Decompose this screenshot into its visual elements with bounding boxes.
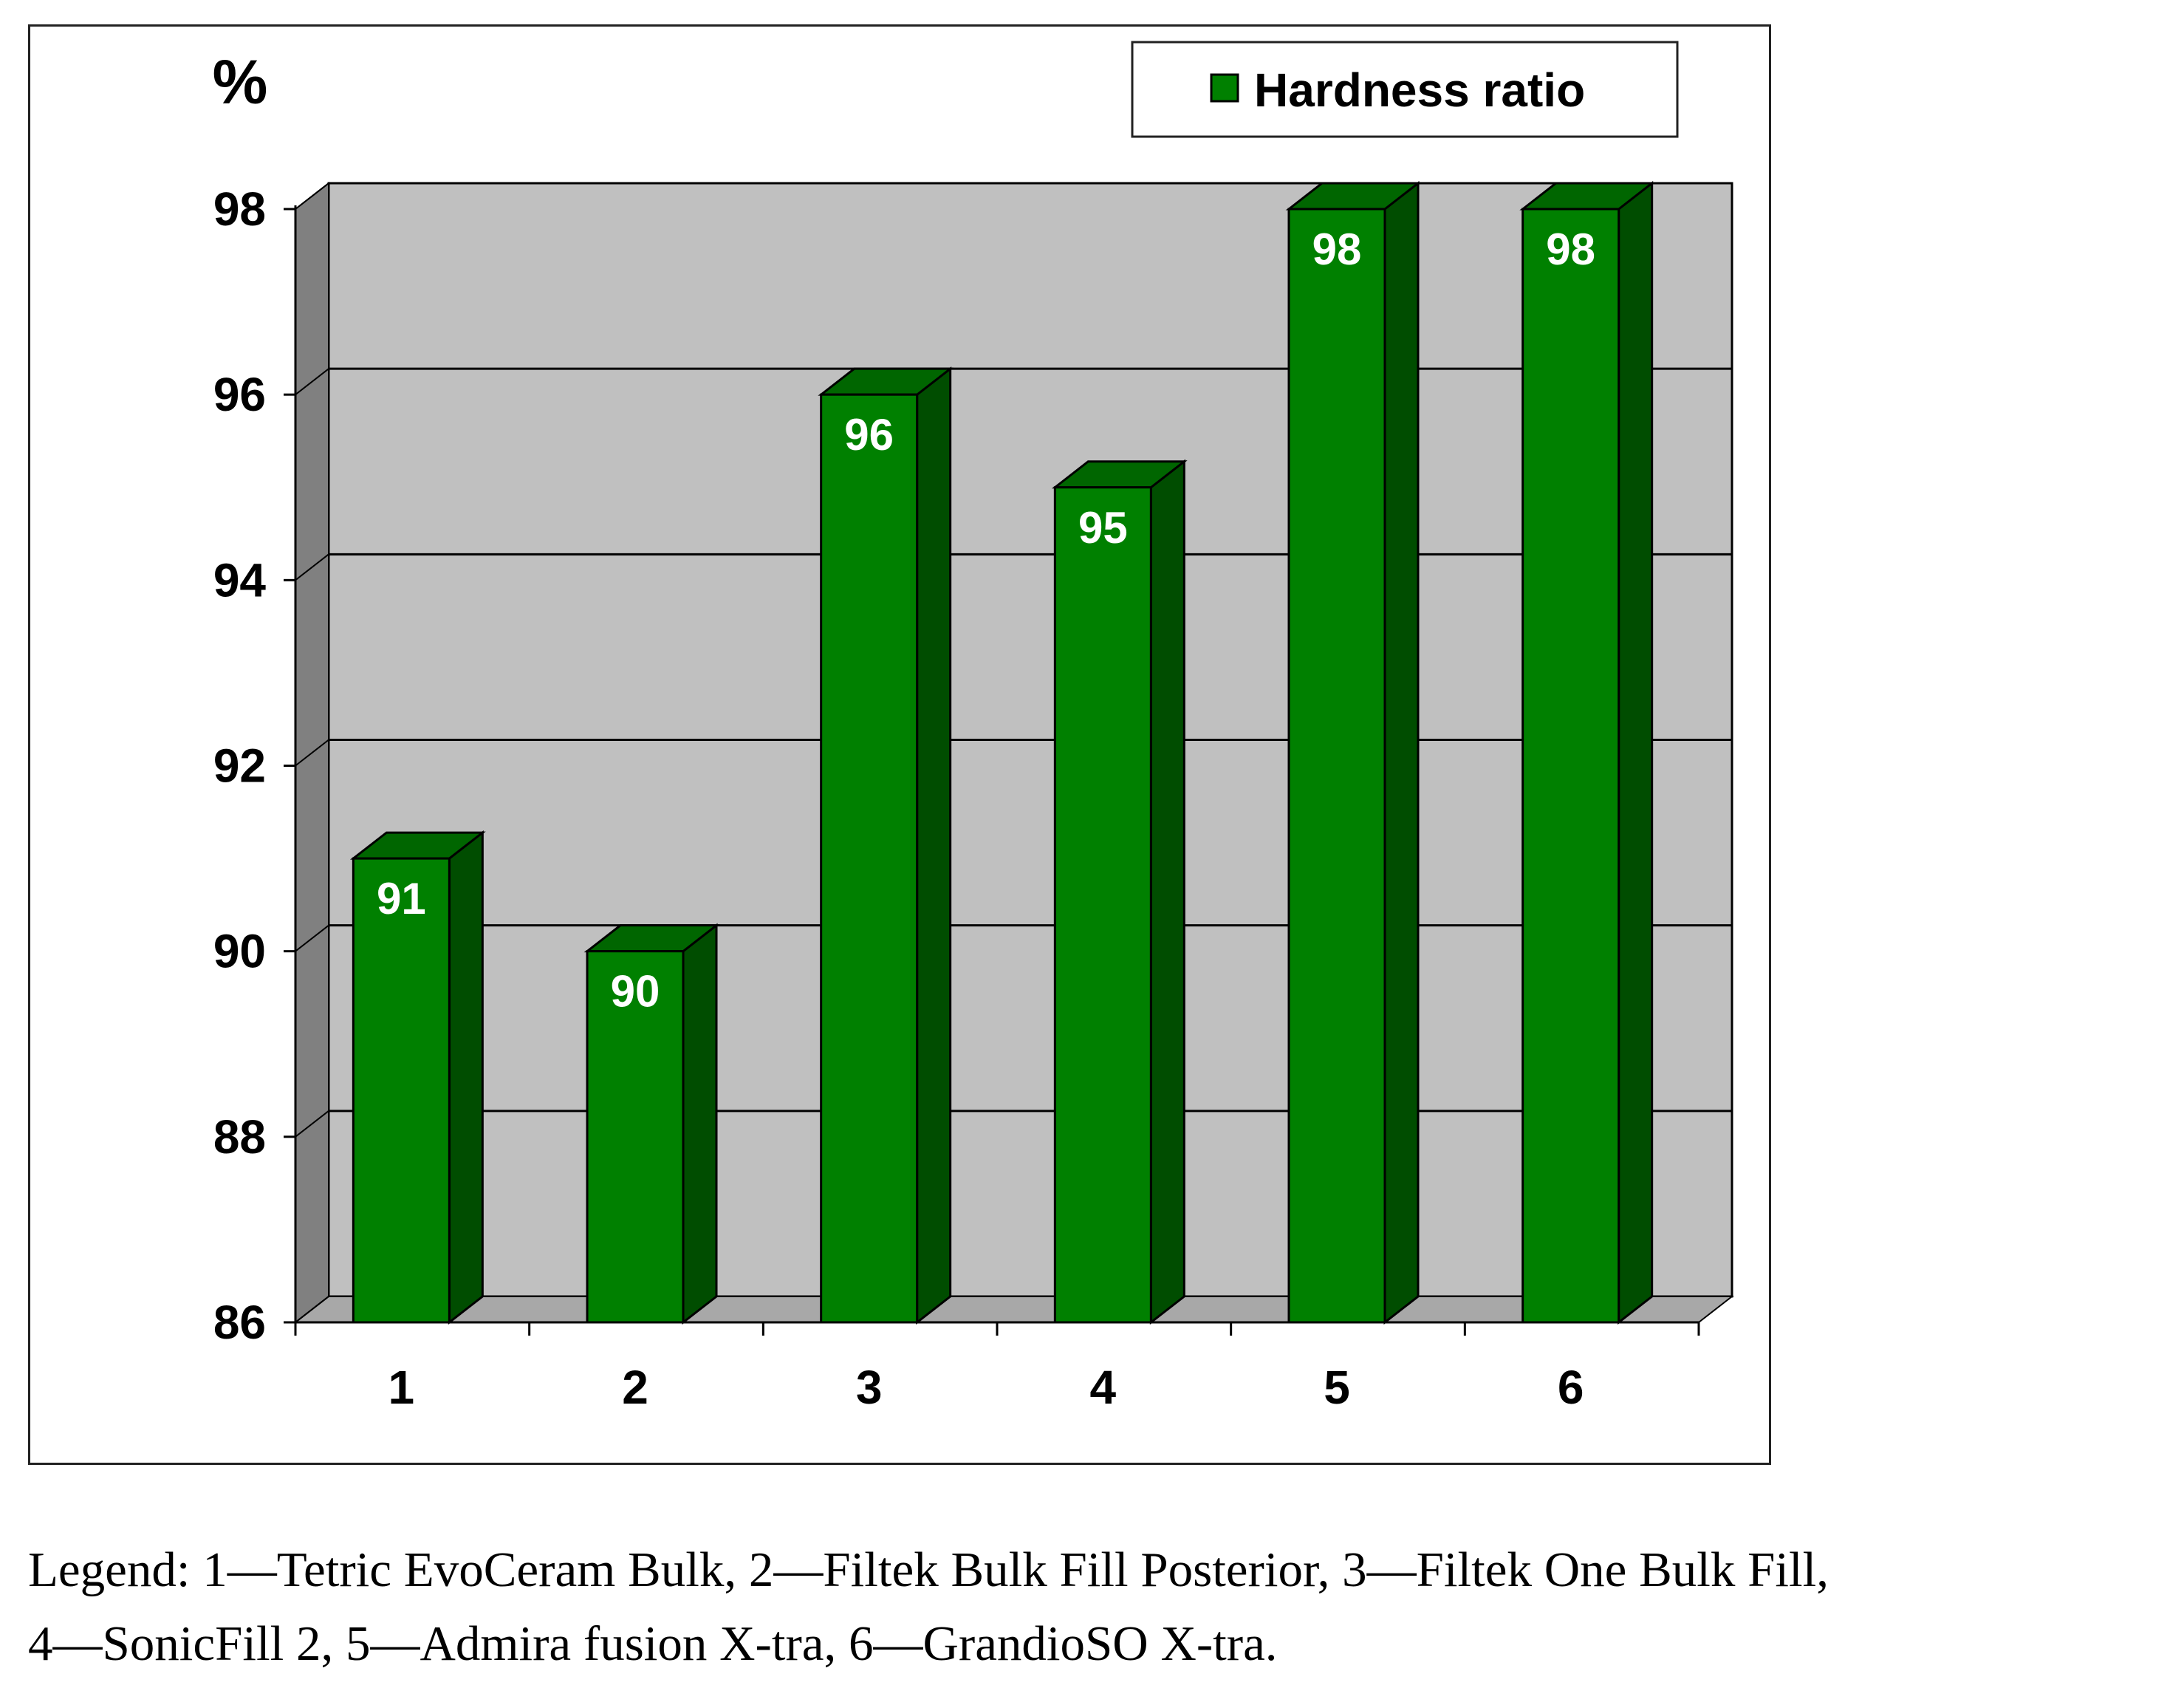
bar	[1285, 180, 1422, 1325]
gridline-depth	[295, 739, 329, 767]
x-tick-label: 5	[1324, 1361, 1350, 1414]
floor	[293, 1296, 1734, 1323]
bar-front	[352, 857, 451, 1324]
gridline-depth	[295, 368, 329, 395]
bars	[349, 180, 1656, 1325]
legend-swatch	[1210, 73, 1239, 103]
bar-front	[1287, 208, 1386, 1324]
bar	[1519, 180, 1656, 1325]
data-label: 96	[844, 410, 894, 459]
labels: 86 88 90 92 94 96 98 91 1 90 2 96 3 95 4 98 5 98 6	[213, 182, 1595, 1414]
data-label: 98	[1312, 225, 1362, 274]
caption-line-2: 4—SonicFill 2, 5—Admira fusion X-tra, 6—…	[28, 1616, 1278, 1671]
gridline-depth	[295, 553, 329, 581]
x-tick-label: 3	[856, 1361, 883, 1414]
axes	[284, 205, 1700, 1336]
bar-side	[1149, 459, 1185, 1325]
bar	[1051, 459, 1188, 1325]
y-tick-label: 94	[213, 553, 267, 606]
bar-chart: 86 88 90 92 94 96 98 91 1 90 2 96 3 95 4 98 5 98 6 % Hardn…	[213, 41, 1734, 1414]
bar-front	[1521, 208, 1620, 1324]
bar-front	[586, 950, 685, 1324]
x-tick-label: 6	[1558, 1361, 1584, 1414]
y-unit-label: %	[213, 47, 268, 117]
bar-front	[820, 393, 919, 1324]
gridline-depth	[295, 1110, 329, 1138]
bar-side	[448, 830, 484, 1325]
gridline-depth	[295, 182, 329, 210]
bar-front	[1053, 486, 1152, 1324]
bar-side	[1618, 180, 1654, 1325]
bar	[583, 923, 720, 1325]
data-label: 91	[377, 874, 426, 923]
y-tick-label: 98	[213, 182, 266, 236]
data-label: 95	[1078, 503, 1128, 553]
x-tick-label: 4	[1090, 1361, 1117, 1414]
bar	[349, 830, 486, 1325]
bar	[818, 366, 954, 1325]
figure-caption: Legend: 1—Tetric EvoCeram Bulk, 2—Filtek…	[28, 1533, 2163, 1681]
gridlines	[295, 182, 1732, 1323]
bar-side	[1383, 180, 1420, 1325]
data-label: 90	[611, 967, 660, 1016]
bar-side	[916, 366, 952, 1325]
y-tick-label: 92	[213, 739, 266, 793]
chart-walls	[293, 181, 1734, 1325]
y-tick-label: 96	[213, 368, 266, 421]
x-tick-label: 2	[622, 1361, 648, 1414]
data-label: 98	[1546, 225, 1595, 274]
bar-side	[682, 923, 718, 1325]
y-tick-label: 90	[213, 925, 266, 978]
gridline-depth	[295, 1296, 329, 1323]
legend-label: Hardness ratio	[1254, 64, 1585, 117]
gridline-depth	[295, 924, 329, 952]
y-tick-label: 88	[213, 1110, 266, 1164]
x-tick-label: 1	[388, 1361, 415, 1414]
legend: Hardness ratio	[1131, 41, 1679, 138]
y-tick-label: 86	[213, 1296, 266, 1349]
caption-line-1: Legend: 1—Tetric EvoCeram Bulk, 2—Filtek…	[28, 1542, 1829, 1597]
